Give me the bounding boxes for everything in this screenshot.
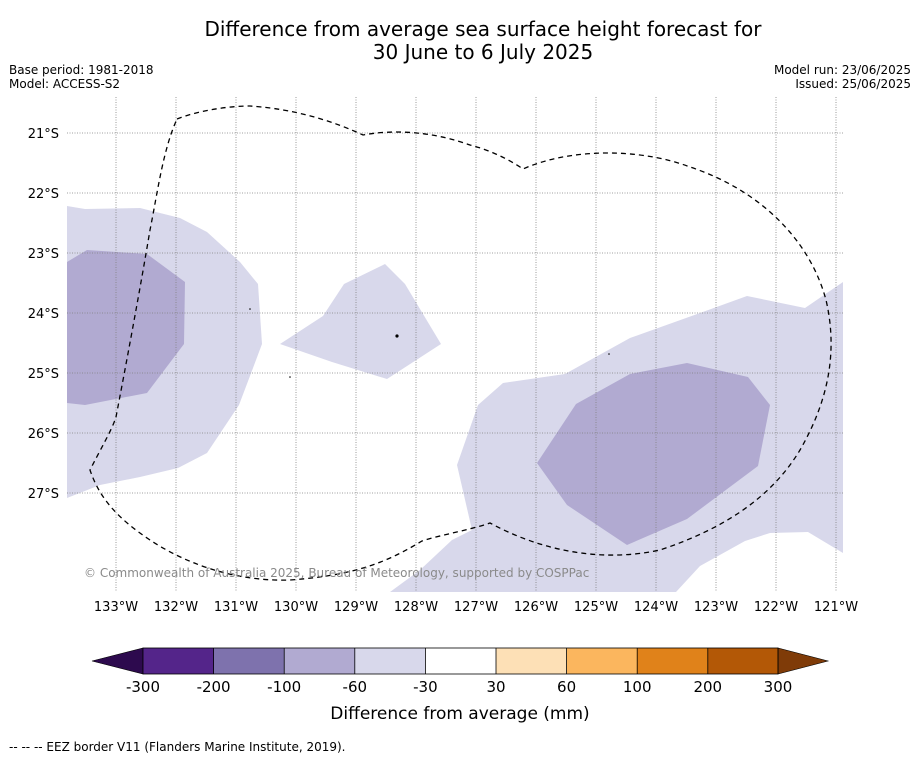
- colorbar-segment: [213, 648, 285, 674]
- lon-label: 132°W: [154, 600, 198, 615]
- lon-label: 121°W: [814, 600, 858, 615]
- model-run: Model run: 23/06/2025: [773, 63, 911, 77]
- metadata-left: Base period: 1981-2018 Model: ACCESS-S2: [9, 63, 154, 91]
- lon-label: 125°W: [574, 600, 618, 615]
- colorbar-segment: [143, 648, 214, 674]
- eez-border: [89, 105, 832, 581]
- anomaly-region-east-mid: [537, 363, 770, 545]
- colorbar-tick-label: 60: [557, 678, 576, 696]
- lat-label: 26°S: [28, 427, 59, 442]
- metadata-right: Model run: 23/06/2025 Issued: 25/06/2025: [774, 63, 911, 91]
- lat-label: 21°S: [28, 127, 59, 142]
- lon-label: 131°W: [214, 600, 258, 615]
- colorbar-title: Difference from average (mm): [330, 704, 589, 724]
- lon-label: 129°W: [334, 600, 378, 615]
- colorbar-segment: [425, 648, 496, 674]
- anomaly-fill-minus100-minus60: [67, 250, 770, 545]
- colorbar-tick-label: -60: [343, 678, 368, 696]
- island-speck: [608, 353, 610, 355]
- eez-legend-note: -- -- -- EEZ border V11 (Flanders Marine…: [9, 740, 346, 754]
- colorbar-outline: [142, 647, 779, 675]
- copyright-credit: © Commonwealth of Australia 2025, Bureau…: [84, 566, 589, 580]
- gridlines: [67, 97, 843, 592]
- lat-label: 22°S: [28, 187, 59, 202]
- model-name: Model: ACCESS-S2: [9, 77, 121, 91]
- lat-label: 24°S: [28, 307, 59, 322]
- island-specks: [249, 308, 610, 378]
- colorbar-tick-label: -300: [126, 678, 160, 696]
- lon-label: 122°W: [754, 600, 798, 615]
- anomaly-region-west-mid: [67, 250, 185, 405]
- colorbar-tick-label: 300: [764, 678, 793, 696]
- lat-label: 27°S: [28, 487, 59, 502]
- lon-label: 130°W: [274, 600, 318, 615]
- colorbar-tick-label: 200: [693, 678, 722, 696]
- base-period: Base period: 1981-2018: [9, 63, 154, 77]
- lon-label: 123°W: [694, 600, 738, 615]
- colorbar-segment: [284, 648, 355, 674]
- island-speck: [395, 334, 399, 338]
- issued-date: Issued: 25/06/2025: [795, 77, 911, 91]
- anomaly-region-center-light: [280, 264, 441, 379]
- colorbar-extend-min: [91, 647, 144, 675]
- colorbar-tick-label: 100: [623, 678, 652, 696]
- island-speck: [249, 308, 251, 310]
- colorbar: -300 -200 -100 -60 -30 30 60 100 200 300…: [91, 647, 830, 724]
- title-line-1: Difference from average sea surface heig…: [204, 17, 762, 41]
- longitude-labels: 133°W 132°W 131°W 130°W 129°W 128°W 127°…: [94, 600, 858, 615]
- lat-label: 25°S: [28, 367, 59, 382]
- colorbar-segment: [566, 648, 638, 674]
- title-line-2: 30 June to 6 July 2025: [372, 40, 594, 64]
- lat-label: 23°S: [28, 247, 59, 262]
- lon-label: 133°W: [94, 600, 138, 615]
- colorbar-tick-label: 30: [486, 678, 505, 696]
- colorbar-tick-label: -100: [267, 678, 301, 696]
- colorbar-segment: [707, 648, 778, 674]
- lon-label: 127°W: [454, 600, 498, 615]
- colorbar-extend-max: [777, 647, 830, 675]
- colorbar-segment: [354, 648, 426, 674]
- colorbar-segment: [637, 648, 708, 674]
- lon-label: 128°W: [394, 600, 438, 615]
- colorbar-tick-label: -30: [413, 678, 438, 696]
- latitude-labels: 21°S 22°S 23°S 24°S 25°S 26°S 27°S: [28, 127, 59, 502]
- lon-label: 124°W: [634, 600, 678, 615]
- lon-label: 126°W: [514, 600, 558, 615]
- colorbar-tick-label: -200: [197, 678, 231, 696]
- map-title: Difference from average sea surface heig…: [0, 18, 919, 64]
- island-speck: [289, 376, 291, 378]
- colorbar-segment: [496, 648, 567, 674]
